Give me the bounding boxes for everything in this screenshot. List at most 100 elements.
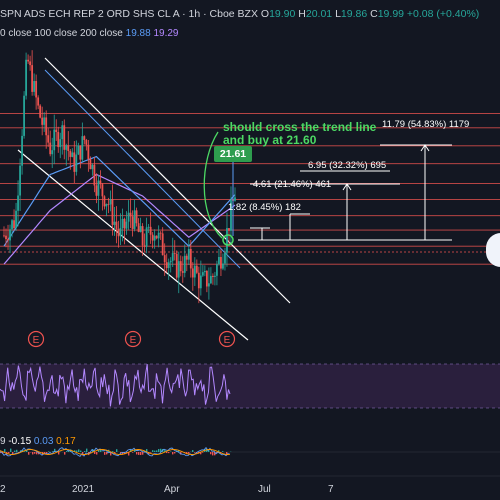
candle-body bbox=[197, 272, 200, 289]
candle-body bbox=[209, 275, 212, 284]
macd-bar bbox=[8, 452, 10, 454]
candle-body bbox=[85, 139, 88, 145]
candle-body bbox=[199, 275, 202, 289]
candle-body bbox=[79, 145, 82, 160]
macd-bar bbox=[140, 452, 142, 456]
macd-bar bbox=[150, 452, 152, 453]
measurement-tool[interactable] bbox=[238, 144, 452, 241]
candle-body bbox=[55, 129, 58, 133]
candle-body bbox=[212, 275, 214, 277]
scroll-to-realtime-button[interactable] bbox=[486, 233, 500, 267]
candle-body bbox=[127, 212, 130, 222]
svg-text:E: E bbox=[224, 335, 231, 346]
candle-body bbox=[141, 226, 144, 246]
interval[interactable]: 1h bbox=[188, 8, 201, 20]
macd-bar bbox=[78, 449, 80, 452]
macd-bar bbox=[202, 452, 204, 453]
candle-body bbox=[135, 210, 138, 224]
candle-body bbox=[183, 255, 186, 273]
earnings-markers[interactable]: E E E bbox=[27, 330, 236, 348]
macd-bar bbox=[94, 452, 96, 455]
candle-body bbox=[25, 59, 27, 96]
candle-body bbox=[216, 264, 218, 276]
candle-body bbox=[218, 256, 220, 265]
ma100-value: 19.88 bbox=[125, 28, 151, 39]
candle-body bbox=[71, 152, 74, 157]
macd-bar bbox=[52, 451, 54, 452]
candle-body bbox=[61, 125, 64, 140]
macd-bar bbox=[36, 452, 38, 455]
macd-legend[interactable]: 9 -0.15 0.03 0.17 bbox=[0, 436, 76, 447]
candle-body bbox=[147, 226, 150, 228]
oscillator-line bbox=[0, 364, 231, 407]
macd-bar bbox=[32, 452, 34, 455]
candle-body bbox=[131, 216, 134, 229]
candle-body bbox=[103, 196, 106, 207]
macd-bar bbox=[34, 452, 36, 454]
hist-value: 0.17 bbox=[56, 436, 76, 447]
x-axis-label: 2 bbox=[0, 484, 6, 495]
candle-body bbox=[226, 228, 228, 253]
macd-bar bbox=[122, 452, 124, 455]
candle-body bbox=[161, 233, 164, 256]
candle-body bbox=[224, 252, 226, 264]
candle-body bbox=[125, 221, 128, 229]
x-axis-label: Jul bbox=[258, 484, 271, 495]
macd-bar bbox=[164, 450, 166, 452]
oscillator-pane-band bbox=[0, 364, 500, 408]
macd-line bbox=[0, 446, 231, 457]
candle-body bbox=[33, 81, 36, 92]
trade-annotation[interactable]: should cross the trend line and buy at 2… bbox=[223, 120, 377, 147]
macd-bar bbox=[114, 452, 116, 454]
candle-body bbox=[105, 203, 108, 207]
symbol-name[interactable]: SPN ADS ECH REP 2 ORD SHS CL A bbox=[0, 8, 180, 20]
candle-body bbox=[35, 81, 38, 98]
candle-body bbox=[19, 165, 21, 196]
candle-body bbox=[230, 200, 232, 231]
macd-bar bbox=[86, 448, 88, 452]
macd-bar bbox=[74, 450, 76, 452]
ma-legend[interactable]: 0 close 100 close 200 close 19.88 19.29 bbox=[0, 28, 179, 39]
macd-bar bbox=[212, 452, 214, 456]
macd-bar bbox=[184, 452, 186, 453]
cross-point-marker bbox=[222, 234, 234, 246]
candle-body bbox=[177, 261, 180, 278]
candle-body bbox=[91, 164, 94, 170]
candle-body bbox=[13, 220, 15, 229]
macd-bar bbox=[128, 452, 130, 456]
macd-bar bbox=[14, 450, 16, 452]
x-axis-label: 2021 bbox=[72, 484, 95, 495]
trend-line-blue[interactable] bbox=[44, 69, 241, 269]
price-tag[interactable]: 21.61 bbox=[214, 146, 252, 162]
macd-bar bbox=[12, 452, 14, 455]
channel-upper-line[interactable] bbox=[44, 57, 291, 304]
macd-bar bbox=[66, 450, 68, 452]
macd-bar bbox=[80, 450, 82, 452]
macd-bar bbox=[46, 452, 48, 455]
macd-bar bbox=[96, 452, 98, 455]
x-axis-label: 7 bbox=[328, 484, 334, 495]
candle-body bbox=[181, 271, 184, 273]
candle-body bbox=[59, 139, 62, 148]
channel-lower-line[interactable] bbox=[17, 149, 249, 341]
candle-body bbox=[143, 245, 146, 247]
open-value: 19.90 bbox=[269, 8, 296, 20]
candle-body bbox=[17, 195, 19, 211]
candle-body bbox=[228, 228, 230, 231]
candle-body bbox=[83, 136, 86, 140]
macd-bar bbox=[178, 450, 180, 452]
candle-body bbox=[45, 117, 48, 136]
candle-body bbox=[111, 198, 114, 225]
candle-body bbox=[139, 226, 142, 232]
annotation-curve bbox=[203, 131, 223, 239]
macd-bar bbox=[168, 452, 170, 454]
candle-body bbox=[187, 248, 190, 260]
candle-body bbox=[175, 253, 178, 278]
candle-body bbox=[151, 234, 154, 241]
candle-body bbox=[15, 210, 17, 229]
macd-bar bbox=[112, 451, 114, 452]
high-value: 20.01 bbox=[305, 8, 333, 20]
candle-body bbox=[165, 262, 168, 269]
candle-body bbox=[185, 255, 188, 260]
